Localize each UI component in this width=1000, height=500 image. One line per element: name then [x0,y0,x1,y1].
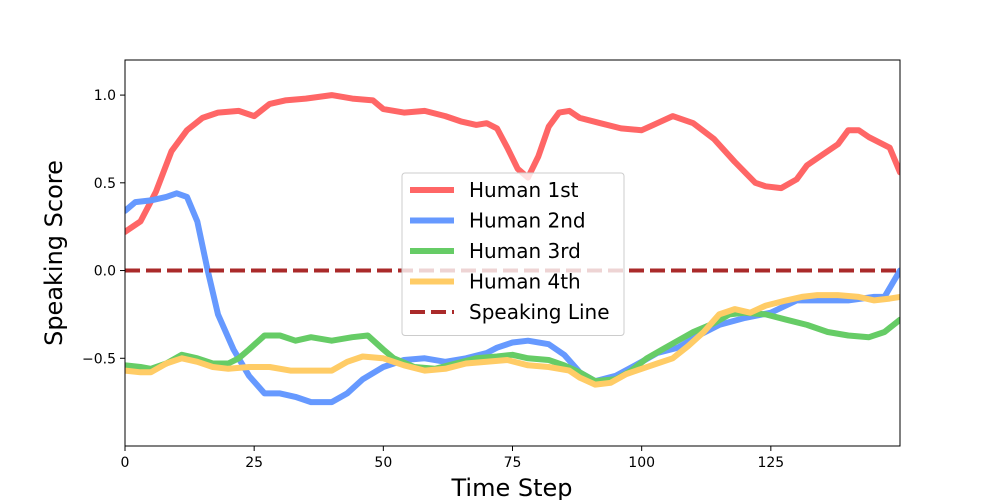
x-tick-label: 100 [628,455,655,471]
x-tick-label: 125 [757,455,784,471]
y-tick-label: 1.0 [94,88,116,104]
series-line-human-4th [125,292,900,388]
y-tick-label: −0.5 [82,351,116,367]
x-tick-label: 25 [245,455,263,471]
x-tick-label: 50 [374,455,392,471]
x-tick-label: 0 [121,455,130,471]
legend: Human 1st Human 2nd Human 3rd Human 4th Spea… [401,172,625,336]
y-axis: −0.5 0.0 0.5 1.0 [82,88,125,367]
legend-label-speaking-line: Speaking Line [469,300,610,324]
y-tick-label: 0.0 [94,264,116,280]
x-tick-label: 75 [504,455,522,471]
legend-label-human-3rd: Human 3rd [469,239,581,263]
x-axis-label: Time Step [450,474,572,500]
legend-box [401,172,625,336]
legend-label-human-4th: Human 4th [469,270,581,294]
y-axis-label: Speaking Score [40,160,68,346]
legend-label-human-2nd: Human 2nd [469,209,586,233]
legend-label-human-1st: Human 1st [469,178,579,202]
x-axis: 0 25 50 75 100 125 [121,446,784,471]
y-tick-label: 0.5 [94,176,116,192]
